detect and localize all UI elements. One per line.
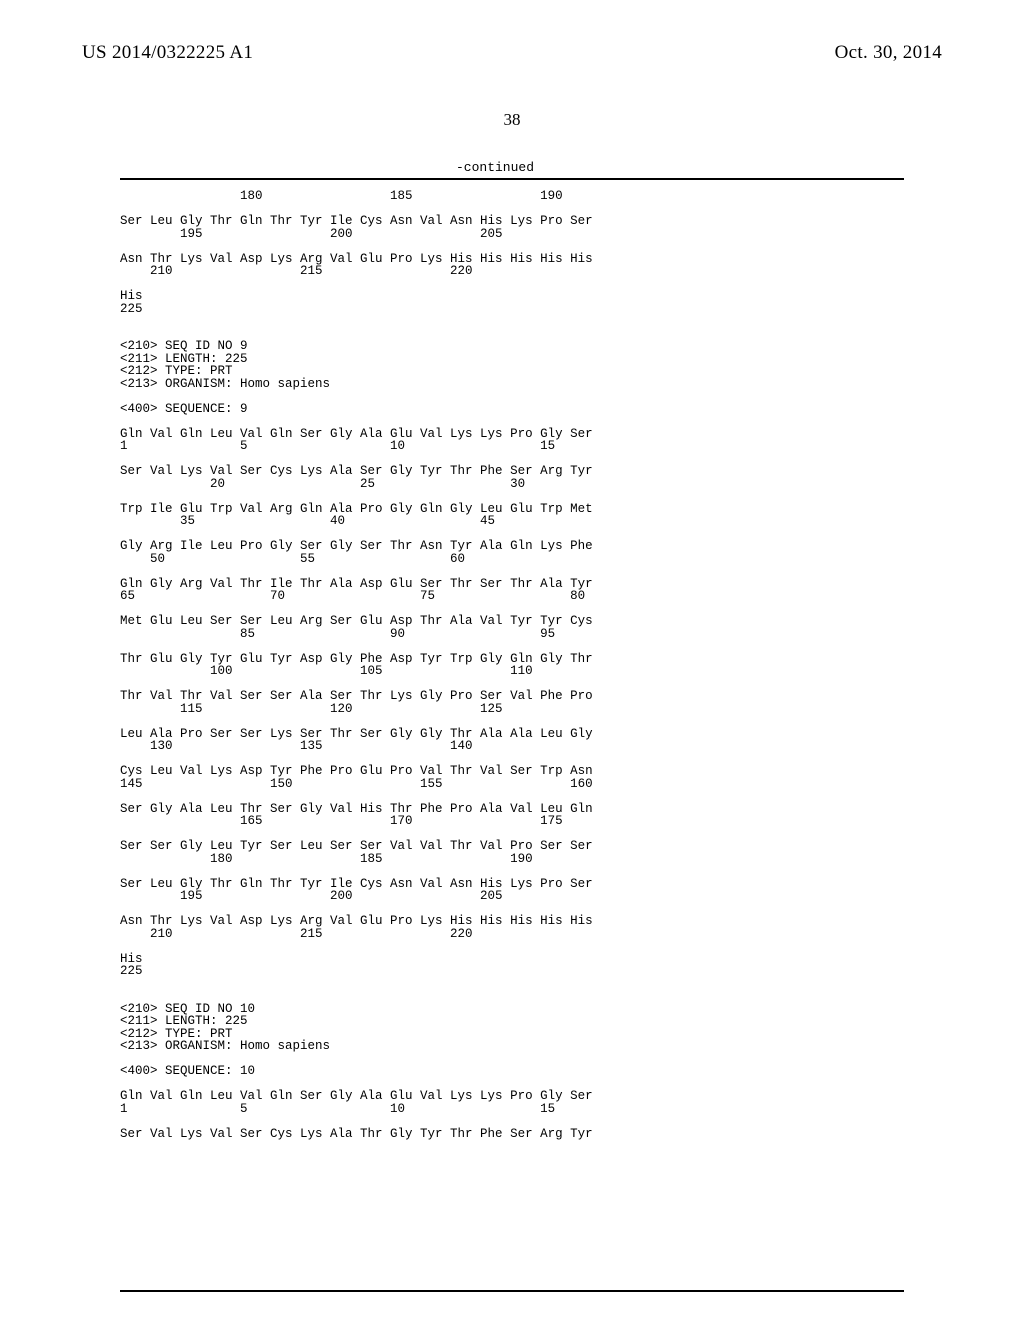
header-date: Oct. 30, 2014 — [835, 42, 942, 64]
page-number: 38 — [0, 110, 1024, 130]
rule-bottom — [120, 1290, 904, 1292]
header-pub-number: US 2014/0322225 A1 — [82, 42, 253, 64]
page: US 2014/0322225 A1 Oct. 30, 2014 38 -con… — [0, 0, 1024, 1320]
sequence-listing: 180 185 190 Ser Leu Gly Thr Gln Thr Tyr … — [120, 190, 593, 1140]
rule-top — [120, 178, 904, 180]
continued-label: -continued — [456, 160, 534, 175]
